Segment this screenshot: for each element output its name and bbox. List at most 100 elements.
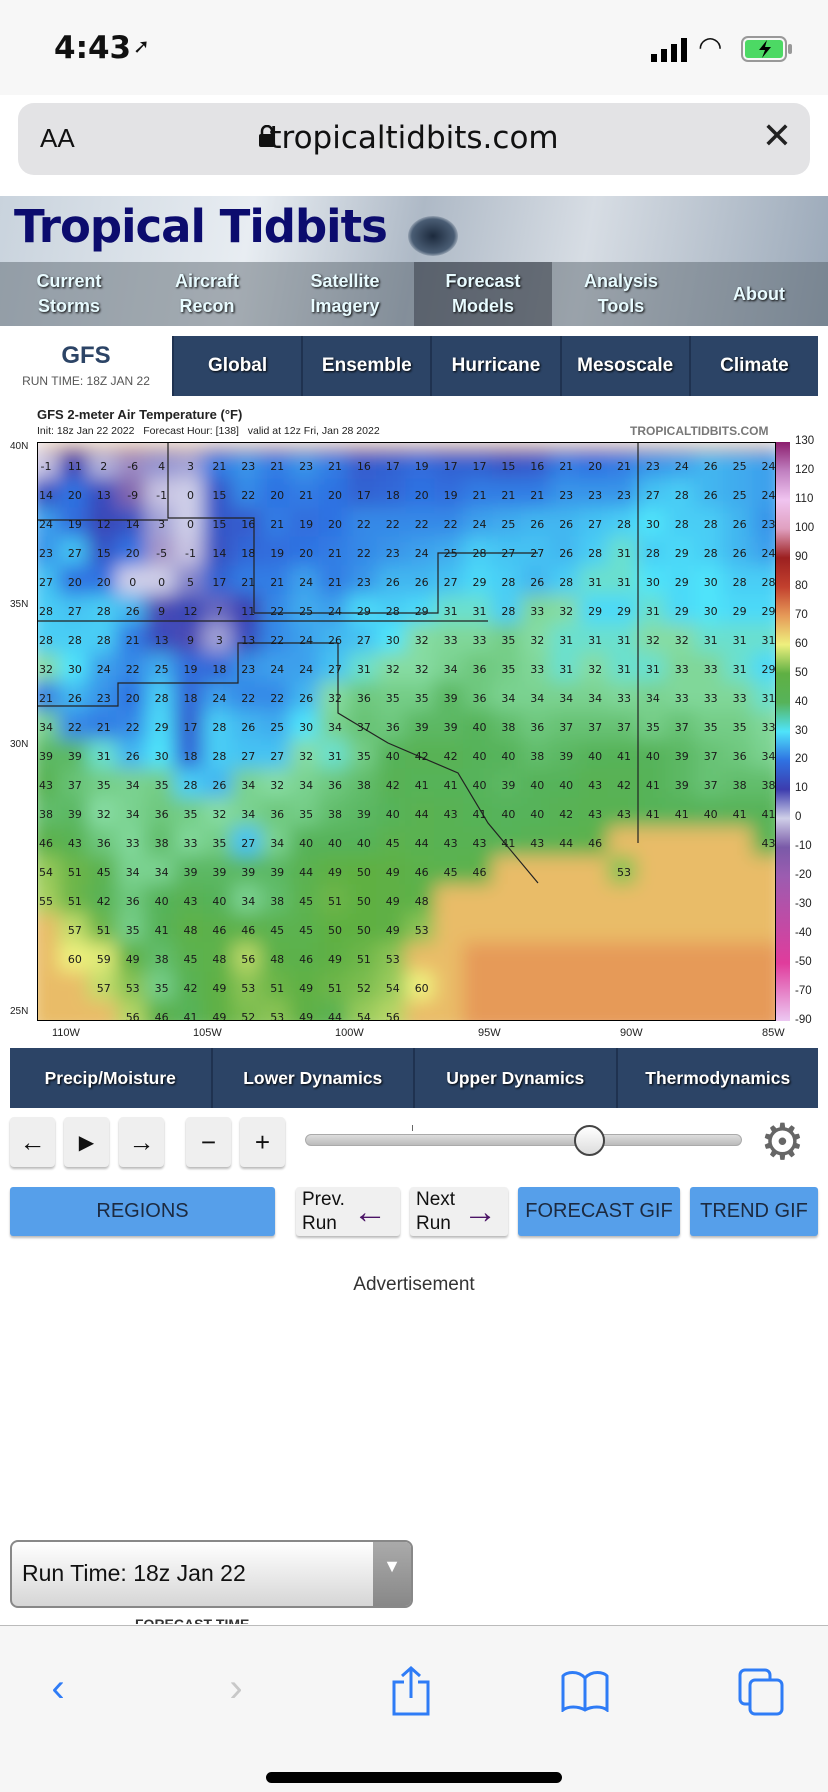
- prev-run-button[interactable]: Prev. Run ←: [296, 1187, 400, 1236]
- temperature-value: 28: [675, 518, 689, 531]
- temperature-cell: [58, 536, 92, 570]
- temperature-cell: [58, 855, 92, 889]
- temperature-value: 32: [559, 605, 573, 618]
- play-button[interactable]: ▶: [64, 1117, 109, 1167]
- temperature-value: 29: [675, 576, 689, 589]
- dropdown-arrow-icon[interactable]: ▼: [373, 1542, 411, 1606]
- model-tab[interactable]: Global: [172, 336, 301, 396]
- slider-thumb[interactable]: [573, 1125, 605, 1156]
- address-bar[interactable]: AA tropicaltidbits.com ✕: [18, 103, 810, 175]
- colorbar-tick: -90: [795, 1014, 812, 1026]
- temperature-cell: [145, 855, 179, 889]
- temperature-value: 38: [357, 779, 371, 792]
- model-tab[interactable]: Mesoscale: [559, 336, 689, 396]
- temperature-value: 24: [39, 518, 53, 531]
- temperature-cell: [174, 768, 207, 802]
- colorbar-tick: -40: [795, 927, 812, 940]
- temperature-value: 33: [704, 663, 718, 676]
- temperature-cell: [289, 768, 323, 802]
- next-run-label: Next Run: [416, 1188, 456, 1234]
- temperature-value: 43: [444, 837, 458, 850]
- back-icon[interactable]: ‹: [51, 1666, 65, 1710]
- temperature-value: 28: [646, 547, 660, 560]
- temperature-value: 26: [241, 721, 255, 734]
- temperature-value: 2: [100, 460, 107, 473]
- site-nav-item[interactable]: Current Storms: [36, 271, 102, 316]
- zoom-out-button[interactable]: −: [186, 1117, 231, 1167]
- temperature-cell: [752, 536, 775, 570]
- temperature-cell: [520, 565, 554, 599]
- temperature-value: 33: [184, 837, 198, 850]
- run-time-select[interactable]: Run Time: 18z Jan 22 ▼: [10, 1540, 413, 1608]
- forward-icon[interactable]: ›: [229, 1666, 243, 1710]
- temperature-cell: [694, 768, 728, 802]
- colorbar-tick: -30: [795, 898, 812, 911]
- regions-button[interactable]: REGIONS: [10, 1187, 275, 1236]
- temperature-map[interactable]: -1 11 2 -6 4 3 21 23 21 23 21 16 17 19 17 17 15 16 21 20 21 2…: [37, 442, 776, 1021]
- bookmarks-icon[interactable]: [560, 1670, 610, 1712]
- temperature-value: 18: [241, 547, 255, 560]
- colorbar-tick: 60: [795, 637, 808, 650]
- temperature-cell: [260, 768, 294, 802]
- temperature-cell: [434, 768, 468, 802]
- colorbar-tick: 120: [795, 463, 815, 476]
- site-nav-item[interactable]: Satellite Imagery: [310, 271, 380, 316]
- text-size-button[interactable]: AA: [40, 123, 75, 153]
- temperature-value: 43: [617, 808, 631, 821]
- colorbar-tick: 130: [795, 435, 815, 447]
- temperature-value: 53: [386, 953, 400, 966]
- close-icon[interactable]: ✕: [761, 115, 792, 156]
- temperature-cell: [231, 913, 265, 947]
- temperature-cell: [520, 913, 554, 947]
- temperature-cell: [549, 623, 583, 657]
- trend-gif-button[interactable]: TREND GIF: [690, 1187, 818, 1236]
- temperature-value: 25: [444, 547, 458, 560]
- temperature-cell: [405, 594, 439, 628]
- next-frame-button[interactable]: →: [119, 1117, 164, 1167]
- url-text[interactable]: tropicaltidbits.com: [269, 120, 559, 156]
- site-nav-item[interactable]: Aircraft Recon: [174, 271, 240, 316]
- temperature-value: 32: [39, 663, 53, 676]
- temperature-cell: [723, 797, 757, 831]
- category-tab[interactable]: Lower Dynamics: [210, 1048, 414, 1108]
- site-nav-item[interactable]: About: [733, 283, 785, 304]
- temperature-cell: [145, 652, 179, 686]
- site-nav-item[interactable]: Forecast Models: [414, 262, 552, 326]
- tabs-icon[interactable]: [738, 1668, 786, 1716]
- forecast-gif-button[interactable]: FORECAST GIF: [518, 1187, 680, 1236]
- temperature-cell: [347, 623, 381, 657]
- temperature-value: 40: [588, 750, 602, 763]
- temperature-cell: [405, 942, 439, 976]
- category-tab[interactable]: Precip/Moisture: [44, 1067, 176, 1088]
- zoom-in-button[interactable]: +: [240, 1117, 285, 1167]
- temperature-cell: [260, 507, 294, 541]
- temperature-value: 34: [155, 866, 169, 879]
- temperature-value: 30: [704, 605, 718, 618]
- site-nav-item[interactable]: Analysis Tools: [583, 271, 659, 316]
- temperature-value: 0: [158, 576, 165, 589]
- temperature-cell: [58, 594, 92, 628]
- colorbar-tick: -10: [795, 840, 812, 853]
- gear-icon[interactable]: ⚙: [760, 1114, 805, 1170]
- category-tab[interactable]: Upper Dynamics: [413, 1048, 616, 1108]
- temperature-value: 34: [126, 866, 140, 879]
- model-tab[interactable]: Climate: [688, 336, 818, 396]
- prev-frame-button[interactable]: ←: [10, 1117, 55, 1167]
- temperature-value: 19: [68, 518, 82, 531]
- forecast-hour-slider[interactable]: [305, 1125, 742, 1156]
- temperature-value: 36: [126, 895, 140, 908]
- temperature-cell: [231, 768, 265, 802]
- temperature-value: 30: [704, 576, 718, 589]
- temperature-value: 32: [97, 808, 111, 821]
- model-tab[interactable]: Hurricane: [430, 336, 559, 396]
- temperature-value: 54: [357, 1011, 371, 1021]
- temperature-cell: [38, 971, 63, 1005]
- site-logo[interactable]: Tropical Tidbits: [14, 200, 388, 253]
- temperature-cell: [578, 710, 612, 744]
- share-icon[interactable]: [390, 1666, 432, 1716]
- model-tab[interactable]: Ensemble: [301, 336, 430, 396]
- category-tab[interactable]: Thermodynamics: [615, 1048, 819, 1108]
- temperature-cell: [636, 855, 670, 889]
- next-run-button[interactable]: Next Run →: [410, 1187, 508, 1236]
- temperature-cell: [607, 507, 641, 541]
